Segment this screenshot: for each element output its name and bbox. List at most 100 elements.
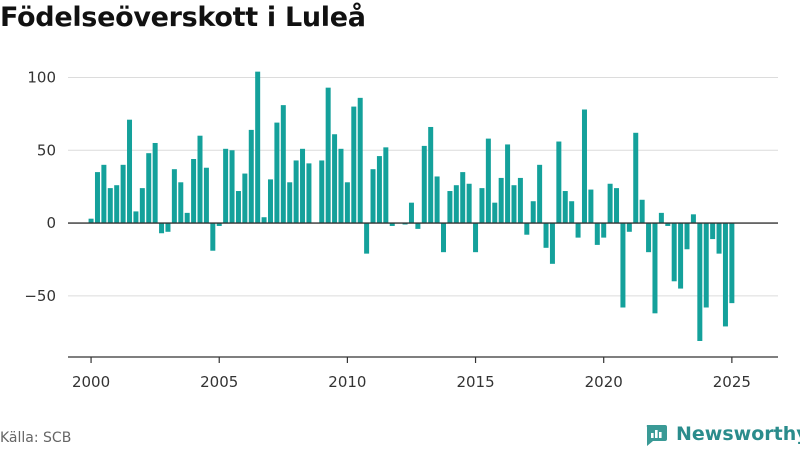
bar-4 bbox=[114, 185, 120, 224]
bar-68 bbox=[524, 223, 530, 235]
x-tick-label-1: 2005 bbox=[200, 373, 238, 391]
bar-84 bbox=[626, 223, 632, 232]
bar-14 bbox=[178, 182, 184, 224]
bar-63 bbox=[492, 202, 498, 224]
bar-11 bbox=[159, 223, 165, 234]
bar-52 bbox=[421, 145, 427, 224]
bar-69 bbox=[530, 201, 536, 224]
bar-37 bbox=[325, 87, 331, 224]
bar-54 bbox=[434, 176, 440, 224]
bar-21 bbox=[223, 148, 229, 224]
bar-93 bbox=[684, 223, 690, 250]
bar-38 bbox=[332, 134, 338, 224]
bar-27 bbox=[261, 217, 267, 224]
bar-88 bbox=[652, 223, 658, 314]
bar-81 bbox=[607, 183, 613, 224]
bar-9 bbox=[146, 153, 152, 224]
bar-44 bbox=[370, 169, 376, 224]
bar-73 bbox=[556, 141, 562, 224]
bar-33 bbox=[300, 148, 306, 224]
bar-22 bbox=[229, 150, 235, 224]
tick-labels: 2000 2005 2010 2015 2020 2025 −50 0 50 100 bbox=[24, 68, 751, 391]
bar-57 bbox=[453, 185, 459, 224]
bar-66 bbox=[511, 185, 517, 224]
chart-title: Födelseöverskott i Luleå bbox=[0, 2, 366, 33]
bar-36 bbox=[319, 160, 325, 224]
bar-79 bbox=[594, 223, 600, 245]
bar-80 bbox=[601, 223, 607, 238]
bar-23 bbox=[235, 191, 241, 224]
bar-60 bbox=[473, 223, 479, 253]
bar-3 bbox=[107, 188, 113, 224]
bar-96 bbox=[703, 223, 709, 308]
bar-64 bbox=[498, 177, 504, 224]
bar-78 bbox=[588, 189, 594, 224]
bar-50 bbox=[408, 202, 414, 224]
newsworthy-logo[interactable]: Newsworthy bbox=[644, 420, 800, 448]
bar-51 bbox=[415, 223, 421, 229]
bar-85 bbox=[633, 132, 639, 224]
bar-12 bbox=[165, 223, 171, 232]
bar-29 bbox=[274, 122, 280, 224]
x-tick-label-0: 2000 bbox=[72, 373, 110, 391]
bar-58 bbox=[460, 172, 466, 224]
bar-53 bbox=[428, 126, 434, 224]
x-tick-label-5: 2025 bbox=[713, 373, 751, 391]
bar-26 bbox=[255, 71, 261, 224]
y-tick-label-1: 0 bbox=[46, 214, 56, 232]
bar-65 bbox=[505, 144, 511, 224]
bar-5 bbox=[120, 164, 126, 224]
bar-97 bbox=[710, 223, 716, 240]
bar-94 bbox=[690, 214, 696, 224]
axes bbox=[68, 222, 778, 363]
bar-28 bbox=[267, 179, 273, 224]
bar-24 bbox=[242, 173, 248, 224]
y-tick-label-3: 100 bbox=[27, 68, 56, 86]
bar-46 bbox=[383, 147, 389, 224]
bar-10 bbox=[152, 142, 158, 224]
bar-59 bbox=[466, 183, 472, 224]
source-note: Källa: SCB bbox=[0, 430, 72, 446]
bar-90 bbox=[665, 223, 671, 226]
bar-8 bbox=[139, 188, 145, 224]
bar-82 bbox=[614, 188, 620, 224]
bar-45 bbox=[376, 156, 382, 224]
bar-100 bbox=[729, 223, 735, 304]
bar-42 bbox=[357, 97, 363, 224]
x-tick-label-2: 2010 bbox=[328, 373, 366, 391]
bar-72 bbox=[549, 223, 555, 264]
bar-61 bbox=[479, 188, 485, 224]
bar-7 bbox=[133, 211, 139, 224]
bar-2 bbox=[101, 164, 107, 224]
brand-name: Newsworthy bbox=[676, 423, 800, 445]
bar-41 bbox=[351, 106, 357, 224]
bar-20 bbox=[216, 223, 222, 226]
bar-92 bbox=[678, 223, 684, 289]
bar-16 bbox=[191, 159, 197, 224]
bar-43 bbox=[364, 223, 370, 254]
bar-18 bbox=[203, 167, 209, 224]
bar-49 bbox=[402, 223, 408, 225]
bar-19 bbox=[210, 223, 216, 251]
bar-74 bbox=[562, 191, 568, 224]
y-tick-label-2: 50 bbox=[37, 141, 56, 159]
bar-99 bbox=[722, 223, 728, 327]
bar-67 bbox=[517, 177, 523, 224]
bar-47 bbox=[389, 223, 395, 226]
newsworthy-logo-icon bbox=[646, 425, 667, 446]
bar-95 bbox=[697, 223, 703, 341]
x-tick-label-4: 2020 bbox=[585, 373, 623, 391]
y-tick-label-0: −50 bbox=[24, 287, 56, 305]
bar-75 bbox=[569, 201, 575, 224]
bar-56 bbox=[447, 191, 453, 224]
bar-39 bbox=[338, 148, 344, 224]
bar-6 bbox=[127, 119, 133, 224]
bar-86 bbox=[639, 199, 645, 224]
x-tick-label-3: 2015 bbox=[456, 373, 494, 391]
bar-17 bbox=[197, 135, 203, 224]
bars bbox=[88, 71, 735, 341]
bar-70 bbox=[537, 164, 543, 224]
bar-31 bbox=[287, 182, 293, 224]
bar-83 bbox=[620, 223, 626, 308]
